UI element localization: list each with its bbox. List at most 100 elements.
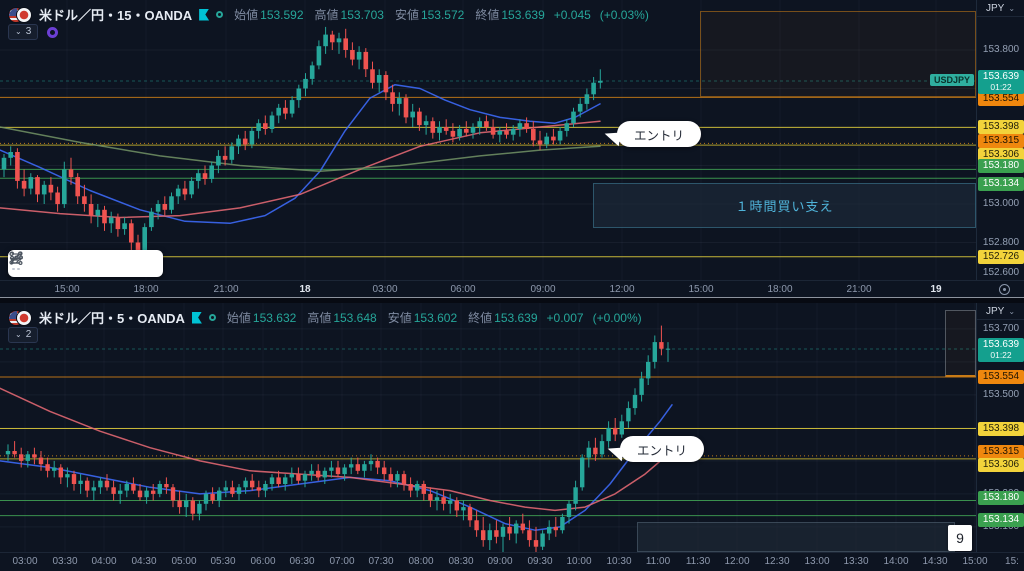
price-label-orange: 153.315 (978, 444, 1024, 459)
price-label-green: 153.134 (978, 512, 1024, 527)
market-status-icon (216, 11, 224, 18)
bar-countdown: 01:22 (990, 350, 1012, 360)
collapse-indicators-button[interactable]: ⌄ 2 (8, 327, 39, 343)
high-value: 153.648 (333, 310, 377, 325)
indicator-badge-icon (47, 26, 59, 38)
fib-retracement-icon[interactable] (9, 251, 103, 275)
time-label: 15:00 (688, 284, 714, 295)
drawing-favorites-toolbar[interactable] (8, 250, 163, 277)
indicator-count: 3 (25, 26, 32, 37)
time-label: 09:00 (487, 556, 513, 567)
market-status-icon (208, 314, 216, 321)
low-value: 153.572 (420, 7, 465, 22)
price-label-yellow: 152.726 (978, 249, 1024, 264)
time-label: 14:30 (922, 556, 948, 567)
time-label: 15:00 (54, 284, 80, 295)
support-note-box[interactable]: １時間買い支え (593, 183, 976, 228)
time-label: 06:00 (450, 284, 476, 295)
time-label: 07:00 (329, 556, 355, 567)
time-label: 05:00 (171, 556, 197, 567)
close-label: 終値 (468, 310, 493, 325)
time-label: 15: (1005, 556, 1019, 567)
indicator-row-5m: ⌄ 2 (8, 327, 39, 343)
price-axis-5m[interactable]: JPY ⌄ 153.700153.500153.200153.100153.63… (976, 303, 1024, 552)
indicator-row-15m: ⌄ 3 (8, 24, 59, 40)
time-label: 13:00 (804, 556, 830, 567)
low-value: 153.602 (413, 310, 458, 325)
price-label-yellow: 153.306 (978, 148, 1024, 163)
price-axis-15m[interactable]: JPY ⌄ 153.800 153.000 152.800 152.600 153.63… (976, 0, 1024, 280)
time-label: 18 (299, 284, 311, 295)
parallel-channel-icon[interactable] (9, 251, 157, 275)
change-percent: (+0.03%) (599, 7, 649, 22)
time-label: 21:00 (846, 284, 872, 295)
entry-callout[interactable]: エントリ (617, 121, 701, 147)
support-note-text: １時間買い支え (735, 199, 834, 214)
symbol-title-5m[interactable]: 米ドル／円・5・OANDA (39, 311, 185, 326)
time-label: 18:00 (133, 284, 159, 295)
annotation-box[interactable] (637, 522, 955, 552)
change-value: +0.007 (546, 310, 584, 325)
axis-tick: 153.000 (982, 198, 1020, 209)
candlestick-chart-15m[interactable]: 米ドル／円・15・OANDA 始値 153.592 高値 153.703 安値 153… (0, 0, 976, 280)
time-label: 18:00 (767, 284, 793, 295)
horizontal-ray-icon[interactable] (9, 252, 130, 275)
symbol-title-15m[interactable]: 米ドル／円・15・OANDA (39, 8, 193, 23)
time-label: 09:30 (527, 556, 553, 567)
time-axis-5m[interactable]: 03:00 03:30 04:00 04:30 05:00 05:30 06:00 06:30… (0, 552, 1024, 571)
time-label: 10:30 (606, 556, 632, 567)
time-label: 05:30 (210, 556, 236, 567)
candlestick-chart-5m[interactable]: 米ドル／円・5・OANDA 始値 153.632 高値 153.648 安値 153.… (0, 303, 976, 552)
price-label-orange: 153.315 (978, 134, 1024, 149)
currency-button[interactable]: JPY ⌄ (977, 0, 1024, 17)
collapse-indicators-button[interactable]: ⌄ 3 (8, 24, 39, 40)
time-label: 06:00 (250, 556, 276, 567)
time-label: 07:30 (368, 556, 394, 567)
time-label: 03:00 (372, 284, 398, 295)
chevron-down-icon: ⌄ (15, 330, 22, 339)
usdjpy-flag-icon (8, 309, 32, 326)
symbol-flag-icon[interactable] (199, 8, 210, 21)
time-label: 04:30 (131, 556, 157, 567)
time-label: 11:30 (685, 556, 711, 567)
parallel-lines-icon[interactable] (10, 252, 76, 275)
panel-splitter[interactable] (0, 297, 1024, 303)
time-label: 12:00 (609, 284, 635, 295)
currency-button[interactable]: JPY ⌄ (977, 303, 1024, 320)
time-label: 06:30 (289, 556, 315, 567)
price-label-current: 153.639 01:22 (978, 338, 1024, 362)
price-label-orange: 153.554 (978, 92, 1024, 107)
high-label: 高値 (314, 7, 339, 22)
time-label: 09:00 (530, 284, 556, 295)
open-label: 始値 (226, 310, 251, 325)
price-label-green: 153.180 (978, 491, 1024, 506)
chart-canvas-15m[interactable] (0, 0, 976, 280)
symbol-flag-icon[interactable] (191, 311, 202, 324)
trend-line-icon[interactable] (9, 251, 49, 275)
time-label: 14:00 (883, 556, 909, 567)
low-label: 安値 (394, 7, 419, 22)
time-label: 11:00 (645, 556, 671, 567)
price-label-green: 153.134 (978, 177, 1024, 192)
price-label-yellow: 153.398 (978, 120, 1024, 135)
price-label-yellow: 153.306 (978, 457, 1024, 472)
chart-canvas-5m[interactable] (0, 303, 976, 552)
time-label: 08:00 (408, 556, 434, 567)
axis-tick: 153.500 (982, 388, 1020, 400)
open-value: 153.592 (260, 7, 304, 22)
annotation-box[interactable] (945, 310, 976, 377)
high-label: 高値 (307, 310, 332, 325)
time-label: 04:00 (91, 556, 117, 567)
bar-countdown: 01:22 (990, 81, 1012, 92)
count-badge[interactable]: 9 (948, 525, 972, 551)
axis-tick: 153.700 (982, 322, 1020, 334)
time-label: 19 (930, 284, 942, 295)
high-value: 153.703 (340, 7, 384, 22)
time-axis-15m[interactable]: 15:00 18:00 21:00 18 03:00 06:00 09:00 12:00 15:… (0, 280, 1024, 297)
entry-callout[interactable]: エントリ (620, 436, 704, 462)
chevron-down-icon: ⌄ (1008, 306, 1016, 316)
go-to-realtime-icon[interactable] (999, 284, 1010, 295)
time-label: 21:00 (213, 284, 239, 295)
change-percent: (+0.00%) (592, 310, 642, 325)
